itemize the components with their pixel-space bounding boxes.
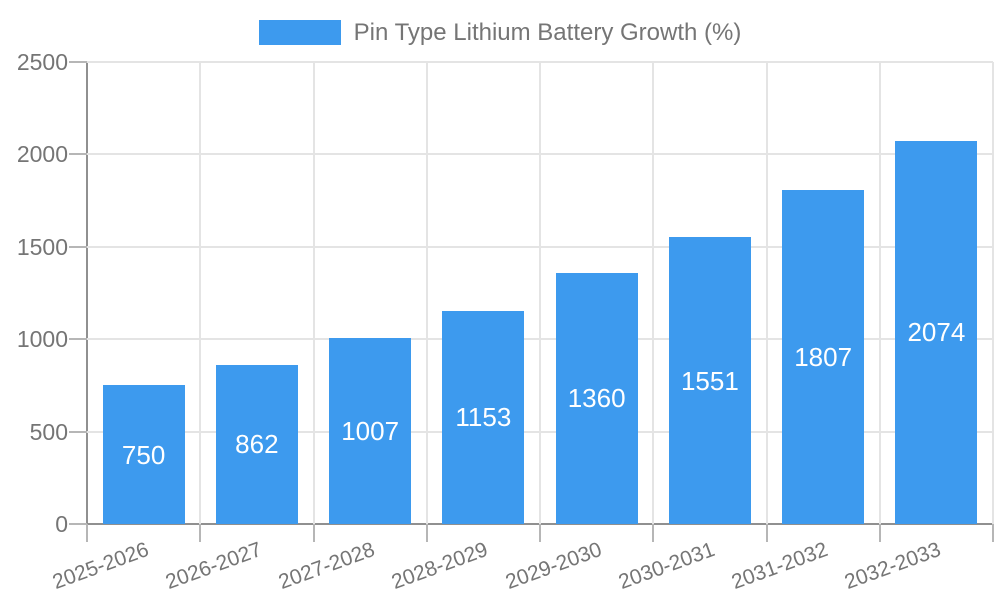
bar[interactable]: 1360 bbox=[555, 272, 638, 524]
y-axis-line bbox=[86, 62, 88, 542]
y-axis-label: 0 bbox=[55, 511, 68, 537]
x-axis-tick bbox=[312, 524, 315, 542]
y-axis-tick bbox=[69, 523, 87, 525]
bar[interactable]: 862 bbox=[215, 364, 298, 524]
bar-value-label: 750 bbox=[121, 439, 166, 470]
y-axis-tick bbox=[69, 430, 87, 433]
v-gridline bbox=[425, 62, 428, 524]
bar[interactable]: 2074 bbox=[895, 140, 978, 524]
x-axis-tick bbox=[878, 524, 881, 542]
y-axis-tick bbox=[69, 245, 87, 248]
bar-value-label: 1153 bbox=[455, 402, 512, 433]
bar[interactable]: 1551 bbox=[668, 237, 751, 524]
x-axis-tick bbox=[425, 524, 428, 542]
v-gridline bbox=[992, 62, 994, 524]
y-axis-tick bbox=[69, 338, 87, 341]
bar-value-label: 2074 bbox=[907, 317, 966, 348]
y-axis-label: 2500 bbox=[16, 49, 68, 75]
bar-value-label: 862 bbox=[235, 429, 279, 460]
bar-value-label: 1807 bbox=[794, 342, 853, 373]
x-axis-tick bbox=[765, 524, 768, 542]
bar-value-label: 1551 bbox=[680, 365, 739, 396]
bar[interactable]: 1807 bbox=[782, 190, 865, 524]
bar[interactable]: 750 bbox=[102, 385, 185, 524]
plot-area: 750 862 1007 1153 1360 1551 1807 2074 bbox=[87, 61, 994, 524]
bar-value-label: 1007 bbox=[341, 415, 400, 446]
v-gridline bbox=[878, 62, 881, 524]
legend-series-label: Pin Type Lithium Battery Growth (%) bbox=[353, 18, 742, 46]
v-gridline bbox=[652, 62, 655, 524]
v-gridline bbox=[539, 62, 541, 524]
bar-value-label: 1360 bbox=[567, 383, 626, 414]
bar[interactable]: 1007 bbox=[329, 337, 412, 524]
x-axis-tick bbox=[86, 524, 88, 542]
y-axis-label: 1500 bbox=[16, 233, 68, 260]
v-gridline bbox=[199, 62, 202, 524]
y-axis-label: 500 bbox=[29, 418, 68, 445]
x-axis-tick bbox=[652, 524, 655, 542]
y-axis-label: 1000 bbox=[16, 326, 68, 353]
v-gridline bbox=[765, 62, 768, 524]
v-gridline bbox=[312, 62, 315, 524]
y-axis-label: 2000 bbox=[16, 141, 68, 168]
x-axis-tick bbox=[539, 524, 541, 542]
x-axis-tick bbox=[992, 524, 994, 542]
legend-swatch bbox=[258, 20, 341, 45]
legend[interactable]: Pin Type Lithium Battery Growth (%) bbox=[0, 18, 1000, 46]
x-axis-tick bbox=[199, 524, 202, 542]
bar[interactable]: 1153 bbox=[442, 310, 525, 524]
y-axis-tick bbox=[69, 61, 87, 63]
y-axis-tick bbox=[69, 153, 87, 156]
